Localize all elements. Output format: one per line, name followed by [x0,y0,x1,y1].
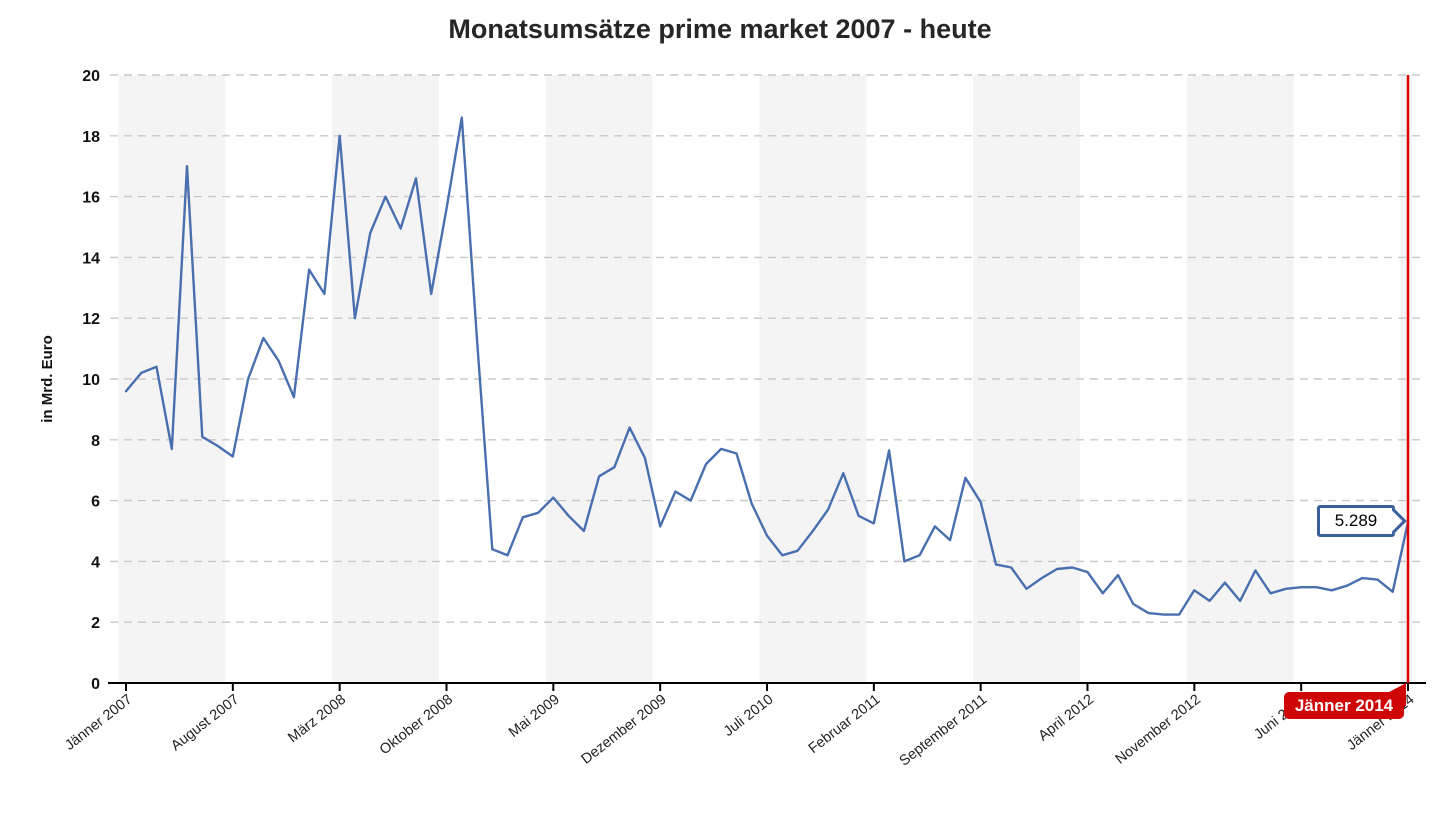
y-tick-label: 6 [91,494,100,511]
x-tick-label: April 2012 [1036,692,1097,745]
current-month-badge: Jänner 2014 [1284,692,1404,719]
y-tick-label: 0 [91,676,100,693]
y-tick-label: 14 [82,250,100,267]
x-tick-label: März 2008 [285,692,349,747]
x-tick-label: Juli 2010 [721,692,777,740]
y-axis-title: in Mrd. Euro [39,335,56,423]
x-tick-label: Dezember 2009 [578,692,669,768]
y-tick-label: 16 [82,190,100,207]
x-tick-label: Mai 2009 [506,692,563,741]
y-tick-label: 2 [91,615,100,632]
x-tick-label: August 2007 [168,692,242,755]
y-tick-label: 10 [82,372,100,389]
plot-band [1400,75,1412,683]
x-tick-label: Februar 2011 [806,692,884,758]
y-tick-label: 18 [82,129,100,146]
y-tick-label: 4 [91,554,100,571]
x-tick-label: September 2011 [897,692,990,770]
x-tick-label: Oktober 2008 [377,692,456,759]
y-tick-label: 20 [82,68,100,85]
series-line[interactable] [124,116,1410,616]
tooltip-value: 5.289 [1334,511,1378,530]
y-tick-label: 8 [91,433,100,450]
current-month-label: Jänner 2014 [1294,696,1394,715]
x-tick-label: Jänner 2007 [62,692,135,754]
chart-title: Monatsumsätze prime market 2007 - heute [448,14,992,44]
value-tooltip: 5.289 [1317,505,1407,537]
y-tick-label: 12 [82,311,100,328]
x-tick-label: November 2012 [1113,692,1204,768]
